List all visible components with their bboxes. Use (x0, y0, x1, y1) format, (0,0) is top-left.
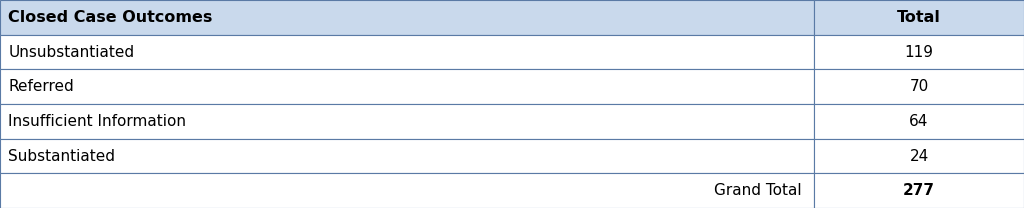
Bar (0, 69, 814, 104)
Text: 277: 277 (903, 183, 935, 198)
Bar (814, 69, 1024, 104)
Text: 24: 24 (909, 149, 929, 163)
Bar (814, 0, 1024, 35)
Text: Grand Total: Grand Total (714, 183, 802, 198)
Text: 119: 119 (904, 45, 934, 59)
Text: 64: 64 (909, 114, 929, 129)
Text: 70: 70 (909, 79, 929, 94)
Bar (0, 0, 814, 35)
Bar (0, 104, 814, 139)
Bar (814, 104, 1024, 139)
Text: Closed Case Outcomes: Closed Case Outcomes (8, 10, 213, 25)
Bar (0, 35, 814, 69)
Bar (0, 139, 814, 173)
Bar (814, 139, 1024, 173)
Bar (814, 173, 1024, 208)
Text: Insufficient Information: Insufficient Information (8, 114, 186, 129)
Bar (814, 35, 1024, 69)
Text: Referred: Referred (8, 79, 74, 94)
Text: Total: Total (897, 10, 941, 25)
Text: Substantiated: Substantiated (8, 149, 115, 163)
Bar (0, 173, 814, 208)
Text: Unsubstantiated: Unsubstantiated (8, 45, 134, 59)
